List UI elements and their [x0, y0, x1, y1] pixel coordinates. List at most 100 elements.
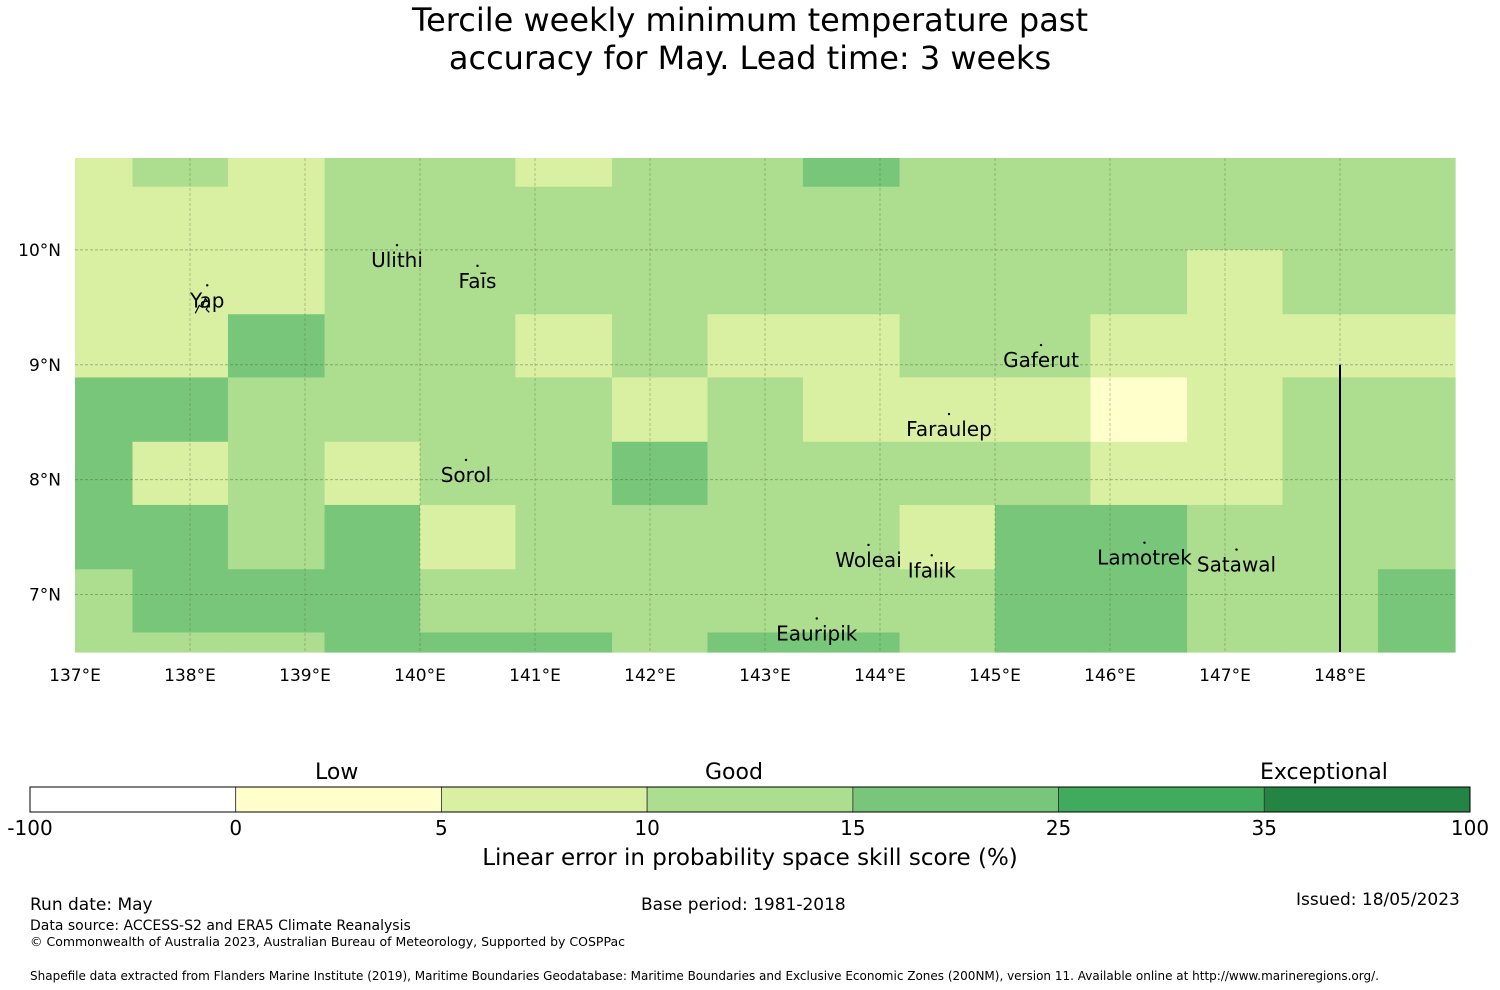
grid-cell	[132, 377, 229, 443]
grid-cell	[1282, 569, 1379, 634]
island-marker	[476, 264, 479, 268]
grid-cell	[515, 569, 613, 634]
colorbar-tick-label: -100	[7, 816, 53, 840]
grid-cell	[995, 314, 1092, 379]
grid-cell	[132, 569, 229, 634]
grid-cell	[227, 569, 326, 634]
grid-cell	[1090, 314, 1188, 379]
grid-cell	[132, 632, 229, 653]
grid-cell	[1377, 569, 1456, 634]
grid-cell	[1090, 504, 1188, 570]
grid-cell	[1090, 441, 1188, 506]
grid-cell	[802, 314, 901, 379]
grid-cell	[995, 249, 1092, 315]
colorbar-tick-label: 5	[435, 816, 448, 840]
x-tick-label: 146°E	[1084, 666, 1136, 686]
colorbar-segment	[441, 786, 648, 813]
grid-cell	[995, 158, 1092, 188]
grid-cell	[324, 249, 421, 315]
grid-cell	[802, 249, 901, 315]
grid-cell	[1187, 249, 1284, 315]
title-line-1: Tercile weekly minimum temperature past	[411, 1, 1089, 39]
grid-cell	[802, 504, 901, 570]
grid-cell	[515, 632, 613, 653]
colorbar-tick-label: 0	[229, 816, 243, 840]
grid-cell	[75, 632, 134, 653]
yap-island-shape	[194, 297, 210, 314]
grid-cell	[515, 504, 613, 570]
grid-cell	[227, 377, 326, 443]
grid-cell	[899, 186, 996, 251]
grid-cell	[324, 377, 421, 443]
grid-cell	[75, 441, 134, 506]
colorbar-segment	[1058, 786, 1265, 813]
grid-cell	[324, 158, 421, 188]
grid-cell	[995, 441, 1092, 506]
grid-cell	[324, 632, 421, 653]
grid-cell	[899, 314, 996, 379]
colorbar-title: Linear error in probability space skill …	[482, 845, 1018, 871]
y-tick-label: 10°N	[18, 241, 61, 261]
grid-cell	[420, 569, 517, 634]
x-tick-label: 147°E	[1199, 666, 1251, 686]
island-marker	[1039, 343, 1043, 347]
grid-cell	[515, 377, 613, 443]
island-marker	[947, 412, 951, 416]
grid-cell	[1282, 377, 1379, 443]
grid-cell	[132, 186, 229, 251]
grid-cell	[1377, 377, 1456, 443]
grid-cell	[707, 441, 804, 506]
grid-cell	[420, 249, 517, 315]
x-tick-label: 140°E	[394, 666, 446, 686]
grid-cell	[1377, 632, 1456, 653]
grid-cell	[802, 632, 901, 653]
grid-cell	[515, 441, 613, 506]
grid-cell	[420, 377, 517, 443]
colorbar-segment	[235, 786, 442, 813]
grid-cell	[1187, 504, 1284, 570]
x-tick-label: 145°E	[969, 666, 1021, 686]
place-label: Satawal	[1197, 553, 1276, 577]
grid-cell	[227, 158, 326, 188]
island-marker	[206, 284, 209, 287]
colorbar-tick-label: 100	[1450, 816, 1490, 840]
place-label: Ulithi	[371, 248, 423, 272]
place-label: Sorol	[441, 463, 492, 487]
grid-cell	[420, 441, 517, 506]
x-tick-label: 142°E	[624, 666, 676, 686]
grid-cell	[707, 158, 804, 188]
grid-cell	[995, 377, 1092, 443]
colorbar-tick-label: 15	[840, 816, 866, 840]
grid-cell	[75, 377, 134, 443]
grid-cell	[420, 158, 517, 188]
island-marker	[815, 617, 818, 620]
grid-cell	[995, 632, 1092, 653]
grid-cell	[132, 158, 229, 188]
grid-cell	[899, 377, 996, 443]
grid-cell	[1377, 186, 1456, 251]
grid-cell	[1282, 186, 1379, 251]
grid-cell	[227, 441, 326, 506]
grid-cell	[1187, 314, 1284, 379]
grid-cell	[707, 314, 804, 379]
grid-cell	[612, 249, 709, 315]
island-marker	[464, 458, 468, 462]
grid-cell	[515, 249, 613, 315]
grid-cell	[1187, 158, 1284, 188]
colorbar-tick-label: 10	[634, 816, 660, 840]
place-label: Gaferut	[1003, 348, 1079, 372]
grid-cell	[899, 158, 996, 188]
colorbar-segment	[646, 786, 854, 813]
grid-cell	[1090, 377, 1188, 443]
y-tick-label: 8°N	[29, 471, 61, 491]
x-tick-label: 143°E	[739, 666, 791, 686]
grid-cell	[612, 314, 709, 379]
grid-cell	[75, 314, 134, 379]
grid-cell	[1282, 632, 1379, 653]
y-tick-label: 7°N	[29, 586, 61, 606]
grid-cell	[1090, 632, 1188, 653]
place-label: Woleai	[835, 548, 902, 572]
grid-cell	[75, 158, 134, 188]
colorbar-segment	[852, 786, 1059, 813]
